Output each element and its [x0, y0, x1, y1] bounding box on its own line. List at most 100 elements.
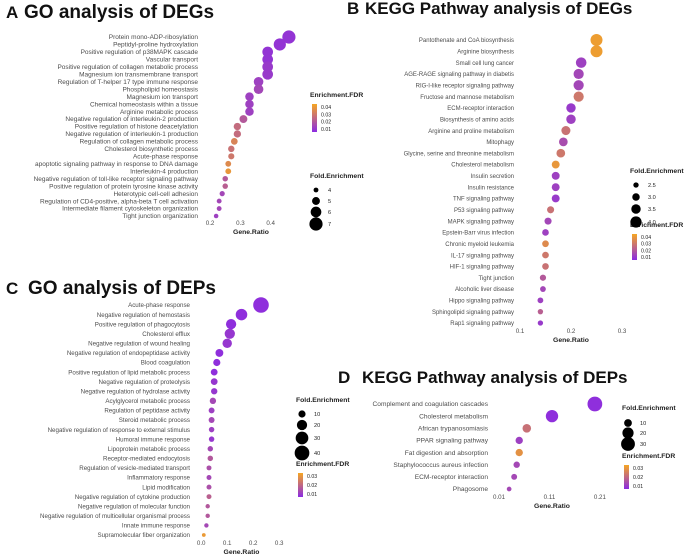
legend-size-label: 4.0	[648, 220, 656, 226]
x-axis-label: Gene.Ratio	[233, 229, 269, 236]
data-point	[513, 461, 520, 468]
data-point	[522, 424, 532, 433]
category-label: Negative regulation of endopeptidase act…	[67, 350, 191, 357]
category-label: Chemical homeostasis within a tissue	[90, 101, 198, 108]
data-point	[551, 160, 560, 169]
panel-d: D KEGG Pathway analysis of DEPs Complement…	[338, 368, 676, 510]
data-point	[210, 368, 218, 376]
category-label: Supramolecular fiber organization	[97, 532, 190, 539]
data-point	[206, 494, 212, 500]
data-point	[515, 436, 523, 445]
data-point	[590, 34, 603, 46]
category-label: Humoral immune response	[116, 436, 191, 443]
data-point	[573, 91, 584, 102]
legend-color-tick: 0.02	[307, 483, 317, 489]
legend-size-swatch	[309, 217, 323, 231]
data-point	[551, 194, 560, 203]
legend-size-swatch	[312, 197, 320, 205]
category-label: Acylglycerol metabolic process	[105, 398, 190, 405]
legend-color-bar	[312, 104, 317, 132]
category-label: Insulin resistance	[468, 185, 515, 191]
data-point	[273, 38, 286, 51]
legend-color-title: Enrichment.FDR	[296, 461, 349, 468]
data-point	[575, 57, 587, 68]
data-point	[233, 122, 242, 131]
legend-color-tick: 0.02	[641, 248, 651, 254]
category-label: Regulation of collagen metabolic process	[79, 139, 198, 146]
legend-color-bar	[632, 234, 637, 260]
category-label: Acute-phase response	[133, 154, 198, 161]
category-label: apoptotic signaling pathway in response …	[35, 161, 198, 168]
data-point	[253, 297, 269, 313]
data-point	[209, 397, 217, 405]
data-point	[206, 465, 212, 471]
legend-color-tick: 0.03	[321, 112, 331, 118]
category-label: Regulation of T-helper 17 type immune re…	[58, 79, 199, 86]
category-label: Negative regulation of multicellular org…	[40, 513, 190, 520]
legend-color-tick: 0.02	[321, 120, 331, 126]
category-label: Intermediate filament cytoskeleton organ…	[62, 206, 198, 213]
legend-color-tick: 0.01	[633, 484, 643, 490]
data-point	[213, 358, 221, 367]
legend-size-label: 30	[314, 436, 320, 442]
data-point	[282, 30, 296, 44]
x-tick-label: 0.1	[223, 540, 232, 547]
x-axis-label: Gene.Ratio	[553, 337, 589, 344]
category-label: MAPK signaling pathway	[448, 219, 514, 225]
category-label: Cholesterol biosynthetic process	[104, 146, 198, 153]
legend-size-title: Fold.Enrichment	[310, 173, 364, 180]
category-label: Cholesterol efflux	[142, 331, 191, 338]
category-label: Positive regulation of histone deacetyla…	[75, 124, 199, 131]
category-label: Negative regulation of molecular functio…	[78, 503, 191, 510]
x-tick-label: 0.4	[266, 220, 275, 227]
data-point	[205, 513, 210, 519]
panel-title: KEGG Pathway analysis of DEGs	[365, 0, 632, 18]
data-point	[211, 388, 218, 395]
category-label: Blood coagulation	[141, 360, 191, 367]
category-label: Biosynthesis of amino acids	[440, 117, 514, 123]
category-label: Arginine metabolic process	[120, 109, 199, 116]
category-label: Fructose and mannose metabolism	[420, 95, 514, 101]
data-point	[551, 183, 560, 192]
category-label: ECM-receptor interaction	[447, 106, 514, 112]
legend-size-label: 2.5	[648, 183, 656, 189]
panel-c: C GO analysis of DEPs Acute-phase response…	[6, 278, 350, 556]
legend-size-label: 4	[328, 188, 331, 194]
category-label: Negative regulation of interleukin-2 pro…	[65, 116, 198, 123]
data-point	[208, 436, 215, 442]
category-label: Hippo signaling pathway	[449, 299, 514, 305]
data-point	[544, 217, 552, 225]
legend-color-tick: 0.01	[307, 492, 317, 498]
category-label: P53 signaling pathway	[454, 208, 514, 214]
legend-size-label: 10	[640, 421, 646, 427]
panel-a: A GO analysis of DEGs Protein mono-ADP-rib…	[6, 2, 364, 236]
data-point	[228, 145, 235, 153]
legend-size-title: Fold.Enrichment	[296, 397, 350, 404]
legend-size-swatch	[630, 216, 642, 228]
data-point	[561, 126, 571, 136]
legend-color-tick: 0.03	[641, 242, 651, 248]
legend-color-tick: 0.01	[321, 127, 331, 133]
data-point	[208, 407, 215, 414]
x-tick-label: 0.01	[493, 494, 506, 501]
category-label: Phagosome	[453, 486, 489, 493]
data-point	[213, 213, 219, 219]
data-point	[590, 45, 603, 58]
x-tick-label: 0.3	[236, 220, 245, 227]
category-label: Acute-phase response	[128, 302, 190, 309]
data-point	[207, 455, 214, 462]
data-point	[222, 175, 228, 182]
legend-size-swatch	[313, 187, 319, 193]
legend-size-swatch	[633, 182, 639, 188]
data-point	[206, 475, 212, 480]
data-point	[539, 274, 547, 281]
category-label: Phospholipid homeostasis	[122, 86, 198, 93]
data-point	[551, 171, 560, 180]
category-label: Pantothenate and CoA biosynthesis	[419, 38, 514, 44]
legend-color-title: Enrichment.FDR	[630, 222, 683, 229]
category-label: Positive regulation of p38MAPK cascade	[81, 49, 199, 56]
legend-size-label: 40	[314, 451, 320, 457]
legend-color-tick: 0.04	[321, 105, 331, 111]
category-label: Complement and coagulation cascades	[373, 401, 489, 408]
data-point	[206, 484, 212, 490]
